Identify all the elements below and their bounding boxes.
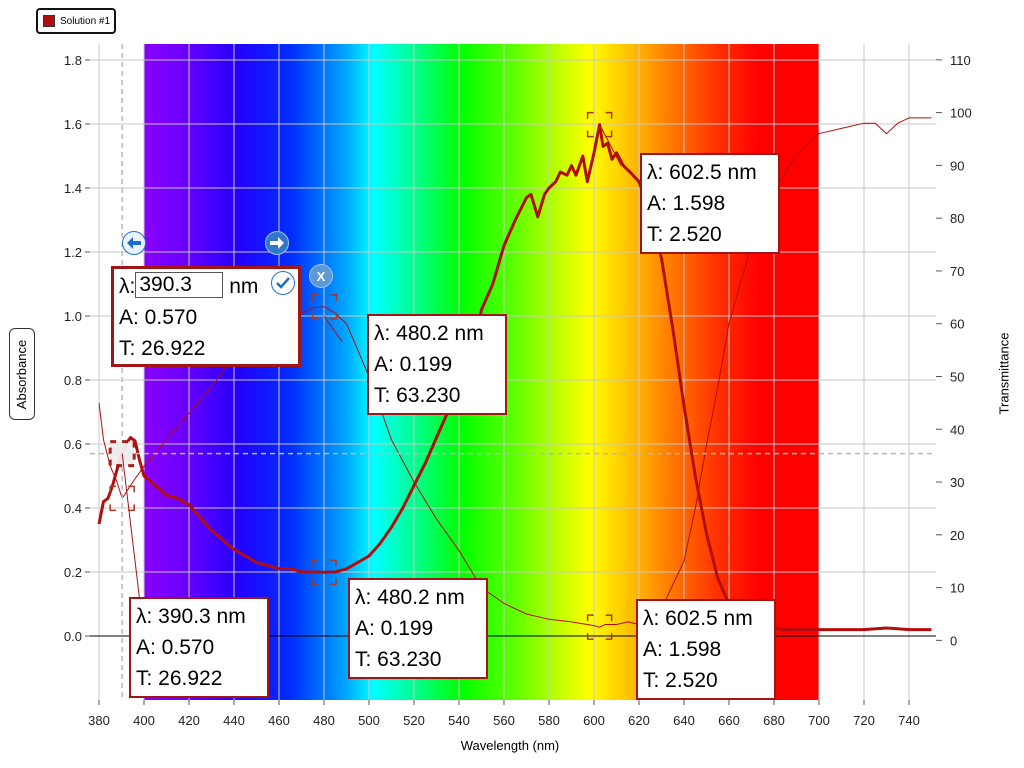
marker-480-info-top: λ: 480.2 nm A: 0.199 T: 63.230 — [367, 314, 507, 415]
marker-602-absorbance: A: 1.598 — [647, 192, 726, 215]
y-tick-label: 1.0 — [64, 309, 82, 324]
marker-480-absorbance-bracket — [311, 559, 337, 586]
y-tick-label: 0.8 — [64, 373, 82, 388]
x-tick-label: 620 — [628, 713, 650, 728]
marker-480-wavelength: λ: 480.2 nm — [374, 322, 484, 345]
marker-480-absorbance: A: 0.199 — [374, 353, 453, 376]
y2-tick-label: 20 — [950, 528, 964, 543]
x-tick-label: 540 — [448, 713, 470, 728]
y-tick-label: 1.8 — [64, 53, 82, 68]
y-tick-label: 1.4 — [64, 181, 82, 196]
arrow-right-icon — [270, 237, 284, 249]
y-tick-label: 1.6 — [64, 117, 82, 132]
y2-tick-label: 80 — [950, 211, 964, 226]
legend-label: Solution #1 — [60, 15, 111, 27]
x-axis-title: Wavelength (nm) — [460, 738, 560, 753]
x-tick-label: 640 — [673, 713, 695, 728]
x-tick-label: 380 — [88, 713, 110, 728]
y2-axis-title: Transmittance — [990, 328, 1018, 418]
y2-tick-label: 50 — [950, 369, 964, 384]
marker-390-info: λ: 390.3 nm A: 0.570 T: 26.922 — [129, 597, 269, 698]
x-tick-label: 500 — [358, 713, 380, 728]
arrow-left-icon — [127, 237, 141, 249]
x-tick-label: 600 — [583, 713, 605, 728]
marker-390-absorbance: A: 0.570 — [136, 636, 215, 659]
y-tick-label: 1.2 — [64, 245, 82, 260]
previous-marker-button[interactable] — [122, 231, 146, 255]
y2-tick-label: 40 — [950, 422, 964, 437]
close-icon: X — [316, 268, 326, 284]
y-tick-label: 0.6 — [64, 437, 82, 452]
confirm-button[interactable] — [271, 271, 295, 295]
wavelength-input[interactable] — [135, 272, 224, 298]
marker-602-wavelength: λ: 602.5 nm — [647, 161, 757, 184]
marker-602-absorbance-bracket — [586, 111, 613, 138]
y-tick-label: 0.2 — [64, 565, 82, 580]
unit-label: nm — [229, 275, 259, 298]
y2-tick-label: 10 — [950, 581, 964, 596]
marker-390-transmittance: T: 26.922 — [136, 667, 223, 690]
x-tick-label: 660 — [718, 713, 740, 728]
marker-602-transmittance: T: 2.520 — [647, 223, 722, 246]
x-tick-label: 580 — [538, 713, 560, 728]
marker-390-wavelength: λ: 390.3 nm — [136, 605, 246, 628]
legend-solution-1[interactable]: Solution #1 — [36, 8, 116, 34]
y-tick-label: 0.4 — [64, 501, 82, 516]
y2-tick-label: 0 — [950, 633, 957, 648]
marker-602-info-top: λ: 602.5 nm A: 1.598 T: 2.520 — [640, 153, 780, 254]
marker-480-transmittance: T: 63.230 — [374, 384, 461, 407]
x-tick-label: 400 — [133, 713, 155, 728]
absorbance-line — [97, 123, 932, 632]
legend-swatch — [43, 15, 55, 27]
marker-390-edit-box: λ: nm A: 0.570 T: 26.922 — [111, 266, 301, 367]
close-edit-button[interactable]: X — [309, 264, 333, 288]
check-icon — [276, 277, 290, 289]
marker-390-transmittance-bracket — [109, 485, 135, 512]
x-tick-label: 480 — [313, 713, 335, 728]
y-axis-title-text: Absorbance — [14, 339, 30, 409]
marker-480-transmittance-bracket — [311, 294, 338, 320]
leader-480-top — [323, 315, 343, 342]
marker-480-info-bottom: λ: 480.2 nm A: 0.199 T: 63.230 — [348, 578, 488, 679]
y2-axis-ticks: 0 10 20 30 40 50 60 70 80 90 100 110 — [936, 53, 972, 648]
marker-390-edit-row: λ: nm — [119, 271, 293, 302]
x-tick-label: 560 — [493, 713, 515, 728]
x-tick-label: 440 — [223, 713, 245, 728]
next-marker-button[interactable] — [265, 231, 289, 255]
x-tick-label: 420 — [178, 713, 200, 728]
y2-tick-label: 30 — [950, 475, 964, 490]
marker-480-transmittance-b: T: 63.230 — [355, 648, 442, 671]
y2-tick-label: 60 — [950, 317, 964, 332]
x-tick-label: 740 — [898, 713, 920, 728]
y-axis-ticks: 0.0 0.2 0.4 0.6 0.8 1.0 1.2 1.4 1.6 1.8 — [64, 53, 90, 644]
y-axis-title[interactable]: Absorbance — [9, 328, 35, 420]
y2-tick-label: 100 — [950, 106, 972, 121]
y2-tick-label: 70 — [950, 264, 964, 279]
x-tick-label: 700 — [808, 713, 830, 728]
marker-480-absorbance-b: A: 0.199 — [355, 617, 434, 640]
transmittance-value: T: 26.922 — [119, 337, 206, 360]
leader-602-top — [599, 124, 622, 166]
x-axis-ticks: 380 400 420 440 460 480 500 520 540 560 580 600 620 6… — [88, 700, 920, 728]
absorbance-value: A: 0.570 — [119, 306, 198, 329]
lambda-prefix: λ: — [119, 275, 136, 298]
y-tick-label: 0.0 — [64, 629, 82, 644]
marker-602-absorbance-b: A: 1.598 — [643, 638, 722, 661]
y2-axis-title-text: Transmittance — [996, 332, 1012, 414]
marker-602-transmittance-bracket — [586, 614, 613, 640]
marker-602-transmittance-b: T: 2.520 — [643, 669, 718, 692]
y2-tick-label: 90 — [950, 158, 964, 173]
x-tick-label: 460 — [268, 713, 290, 728]
x-tick-label: 720 — [853, 713, 875, 728]
marker-480-wavelength-b: λ: 480.2 nm — [355, 586, 465, 609]
marker-602-info-bottom: λ: 602.5 nm A: 1.598 T: 2.520 — [636, 599, 776, 700]
marker-602-wavelength-b: λ: 602.5 nm — [643, 607, 753, 630]
x-tick-label: 520 — [403, 713, 425, 728]
y2-tick-label: 110 — [950, 53, 971, 68]
x-tick-label: 680 — [763, 713, 785, 728]
